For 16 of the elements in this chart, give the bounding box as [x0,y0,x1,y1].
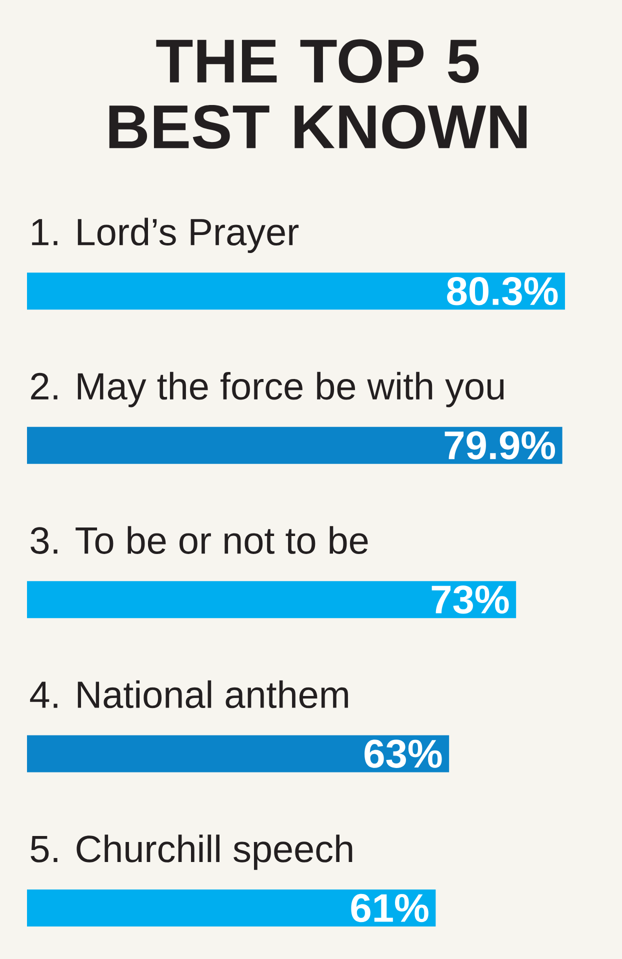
y-tick-label: 5. Churchill speech [30,834,352,870]
chart-title: THE TOP 5 BEST KNOWN [109,39,527,149]
data-label: 80.3% [447,277,558,306]
y-tick-label: 1. Lord’s Prayer [32,218,299,253]
bar [27,890,436,927]
y-tick-label: 4. National anthem [30,680,348,708]
y-tick-label: 3. To be or not to be [30,526,368,554]
data-label: 61% [351,894,428,922]
y-tick-label: 2. May the force be with you [31,372,504,408]
data-label: 79.9% [444,431,556,460]
bar [27,272,565,310]
bar [27,735,450,772]
bar [27,581,516,618]
bar [27,426,562,464]
data-label: 63% [364,740,442,768]
data-label: 73% [432,585,509,614]
